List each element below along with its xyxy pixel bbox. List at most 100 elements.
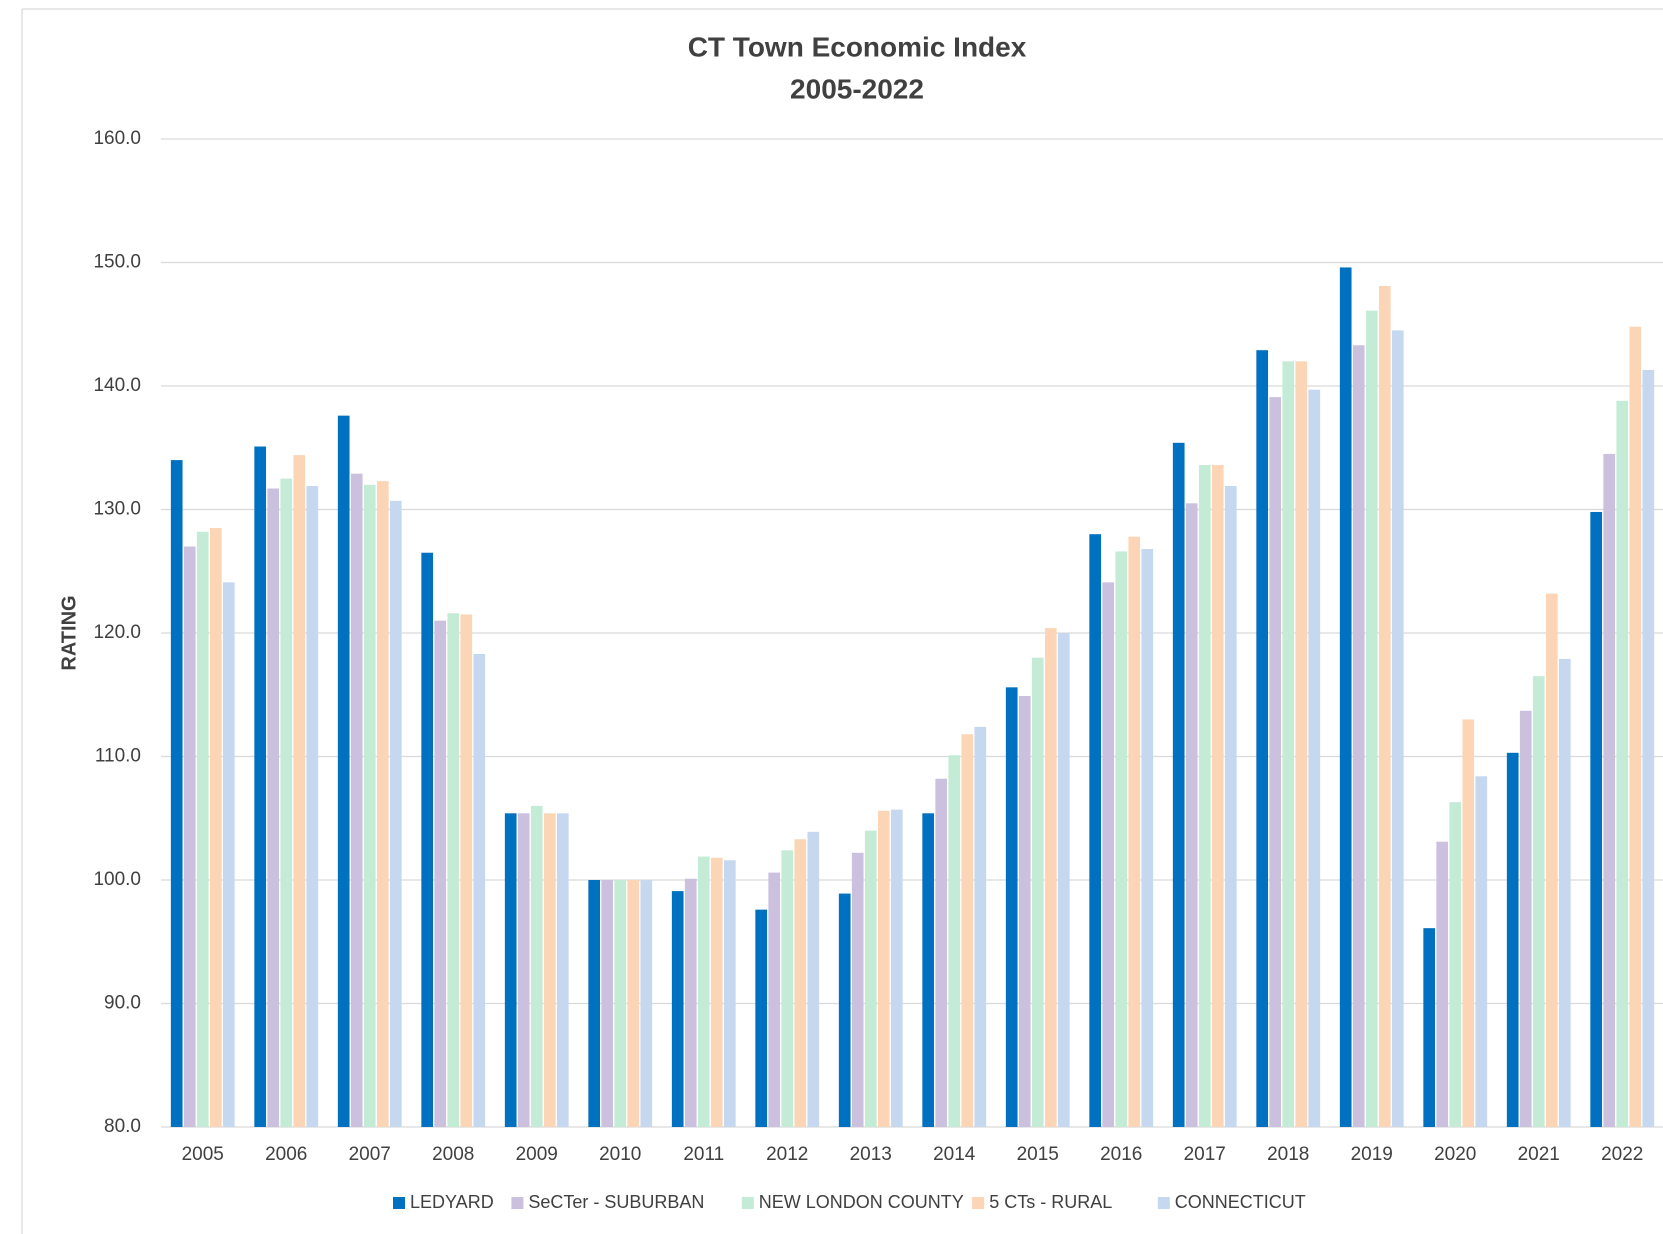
bar: [1339, 267, 1352, 1127]
y-tick-label: 160.0: [93, 128, 141, 149]
legend-swatch: [511, 1197, 524, 1209]
bar: [864, 830, 877, 1127]
bar: [280, 478, 293, 1127]
bar: [209, 528, 222, 1127]
bar: [1115, 551, 1128, 1127]
legend-label: 5 CTs - RURAL: [989, 1192, 1112, 1212]
bar: [1031, 657, 1044, 1127]
y-tick-label: 100.0: [93, 869, 141, 890]
bar: [684, 878, 697, 1127]
bar: [671, 891, 684, 1127]
bar: [434, 620, 447, 1127]
bar: [807, 831, 820, 1127]
bar: [723, 860, 736, 1127]
x-tick-label: 2010: [599, 1144, 641, 1165]
legend-swatch: [972, 1197, 985, 1209]
bar: [1044, 628, 1057, 1127]
x-tick-label: 2021: [1518, 1144, 1560, 1165]
bar: [1436, 841, 1449, 1127]
bar: [196, 531, 209, 1127]
bar: [948, 755, 961, 1127]
y-axis-label: RATING: [58, 595, 80, 670]
bar: [1532, 676, 1545, 1127]
bar: [1256, 350, 1269, 1127]
bar: [781, 850, 794, 1127]
bar: [710, 857, 723, 1127]
x-tick-label: 2013: [850, 1144, 892, 1165]
x-tick-label: 2015: [1017, 1144, 1059, 1165]
bar: [306, 486, 319, 1127]
bar: [627, 880, 640, 1127]
legend-label: SeCTer - SUBURBAN: [528, 1192, 704, 1212]
bar: [1506, 752, 1519, 1127]
chart-subtitle: 2005-2022: [790, 73, 924, 104]
bar: [1308, 389, 1321, 1128]
bar: [768, 872, 781, 1127]
y-tick-label: 110.0: [95, 746, 141, 767]
x-tick-label: 2017: [1184, 1144, 1226, 1165]
bar: [935, 778, 948, 1127]
x-tick-label: 2006: [265, 1144, 307, 1165]
bar: [1198, 465, 1211, 1127]
bar: [517, 813, 530, 1127]
x-tick-label: 2005: [182, 1144, 224, 1165]
bar: [1352, 345, 1365, 1127]
bar: [1603, 453, 1616, 1127]
x-tick-label: 2007: [349, 1144, 391, 1165]
bar: [421, 552, 434, 1127]
x-tick-label: 2016: [1100, 1144, 1142, 1165]
bar: [376, 481, 389, 1128]
bar: [640, 880, 653, 1127]
x-tick-label: 2020: [1434, 1144, 1476, 1165]
x-tick-label: 2012: [766, 1144, 808, 1165]
y-tick-label: 90.0: [104, 993, 141, 1014]
x-tick-label: 2009: [516, 1144, 558, 1165]
bar: [1545, 593, 1558, 1127]
bar: [1018, 695, 1031, 1127]
y-tick-label: 140.0: [93, 375, 141, 396]
bar: [1475, 776, 1488, 1127]
x-tick-label: 2019: [1351, 1144, 1393, 1165]
bar: [1365, 310, 1378, 1127]
x-tick-label: 2022: [1601, 1144, 1643, 1165]
bar: [1089, 534, 1102, 1127]
bar: [1269, 397, 1282, 1127]
bar: [556, 813, 569, 1127]
bar: [1005, 687, 1018, 1127]
bar: [1642, 369, 1655, 1127]
bar: [1391, 330, 1404, 1127]
x-tick-label: 2018: [1267, 1144, 1309, 1165]
bar: [794, 839, 807, 1127]
legend-label: LEDYARD: [410, 1192, 494, 1212]
bar: [350, 473, 363, 1127]
bar: [293, 455, 306, 1127]
legend-label: NEW LONDON COUNTY: [759, 1192, 964, 1212]
bar: [961, 734, 974, 1127]
chart-title: CT Town Economic Index: [688, 31, 1027, 62]
bar: [601, 880, 614, 1127]
bar: [1423, 928, 1436, 1127]
bar: [974, 726, 987, 1127]
bar: [614, 880, 627, 1127]
bar: [337, 415, 350, 1127]
y-tick-label: 120.0: [93, 622, 141, 643]
bar: [851, 852, 864, 1127]
bar: [1057, 633, 1070, 1127]
bar: [1462, 719, 1475, 1127]
bar: [1172, 442, 1185, 1127]
y-tick-label: 80.0: [104, 1116, 141, 1137]
bar: [1616, 400, 1629, 1127]
bar: [838, 893, 851, 1127]
bar: [1128, 536, 1141, 1127]
bar: [1102, 582, 1115, 1127]
bar: [1282, 361, 1295, 1127]
bar: [530, 805, 543, 1127]
bar: [170, 460, 183, 1128]
x-tick-label: 2011: [683, 1144, 724, 1165]
y-tick-label: 130.0: [93, 499, 141, 520]
bar: [1449, 802, 1462, 1127]
y-tick-label: 150.0: [93, 252, 141, 273]
bar: [1185, 503, 1198, 1127]
bar: [755, 909, 768, 1127]
